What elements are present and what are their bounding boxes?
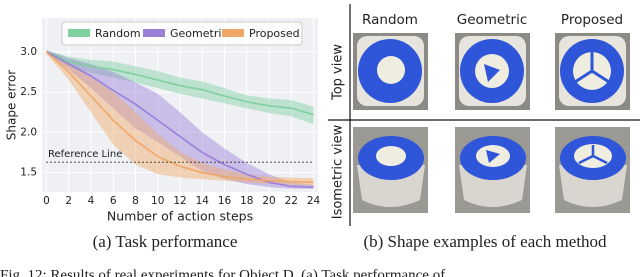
x-tick-label: 20 (262, 195, 275, 207)
x-tick-label: 10 (151, 195, 164, 207)
y-tick-label: 2.5 (20, 86, 37, 98)
caption-b: (b) Shape examples of each method (363, 232, 607, 251)
x-axis-label: Number of action steps (107, 209, 253, 224)
band (46, 50, 314, 186)
photo-top-proposed (555, 33, 630, 110)
x-tick-label: 14 (196, 195, 210, 207)
column-label: Geometric (457, 12, 528, 28)
line (46, 51, 314, 116)
x-tick-label: 18 (240, 195, 253, 207)
y-tick-label: 3.0 (20, 46, 37, 58)
column-label: Proposed (561, 12, 623, 28)
photo-iso-geometric (455, 127, 530, 213)
x-tick-label: 24 (307, 195, 321, 207)
x-tick-label: 2 (65, 195, 72, 207)
plot: 1.52.02.53.00 2 4 6 8 10 12 14 16 18 20 22 24Referen… (20, 18, 321, 207)
band (46, 50, 314, 189)
x-tick-label: 12 (173, 195, 186, 207)
line (46, 51, 314, 188)
figure-caption: Fig. 12: Results of real experiments for… (0, 267, 445, 277)
photo-top-random (353, 33, 428, 110)
caption-a: (a) Task performance (93, 232, 238, 251)
column-label: Random (362, 12, 418, 28)
legend-label: Proposed (249, 27, 300, 40)
row-label: Top view (331, 44, 346, 101)
photo-iso-random (353, 127, 428, 213)
x-tick-label: 16 (218, 195, 232, 207)
photo-top-geometric (455, 33, 530, 110)
legend-swatch (222, 29, 244, 37)
x-tick-label: 8 (132, 195, 139, 207)
x-tick-label: 4 (88, 195, 95, 207)
x-tick-label: 22 (285, 195, 298, 207)
photo-iso-proposed (555, 127, 630, 213)
x-tick-label: 6 (110, 195, 117, 207)
y-tick-label: 1.5 (20, 167, 37, 179)
y-axis-label: Shape error (5, 70, 19, 141)
y-tick-label: 2.0 (20, 126, 37, 138)
line (45, 51, 314, 184)
legend-swatch (143, 29, 165, 37)
legend-label: Geometric (170, 27, 227, 40)
legend-label: Random (95, 27, 141, 40)
reference-label: Reference Line (48, 149, 122, 160)
legend (61, 21, 303, 46)
row-label: Isometric view (331, 124, 346, 219)
legend-swatch (68, 29, 90, 37)
x-tick-label: 0 (43, 195, 50, 207)
